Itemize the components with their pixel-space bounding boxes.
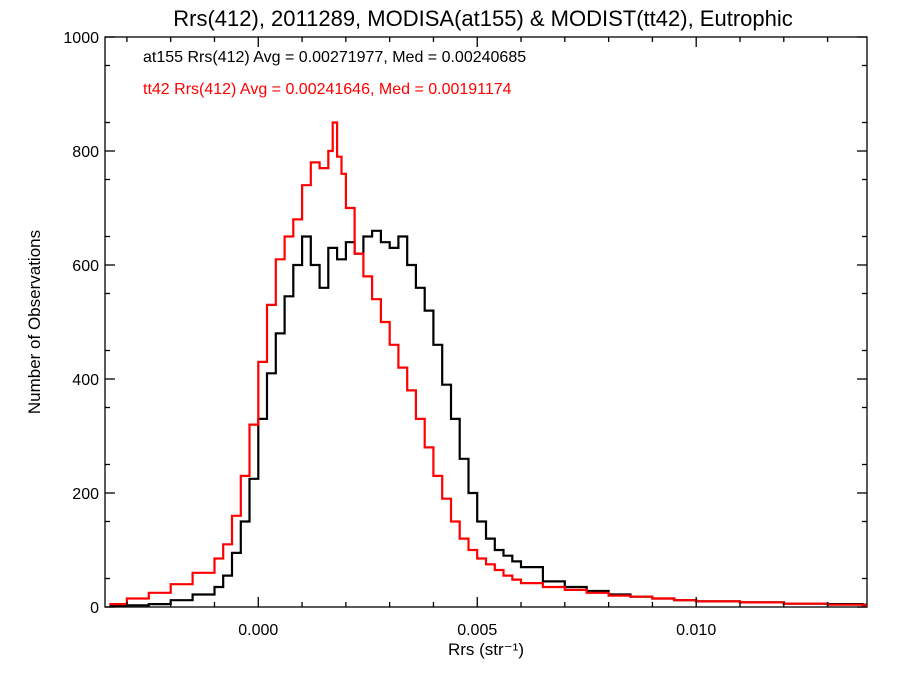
y-tick-label: 1000 xyxy=(63,30,99,47)
chart-title: Rrs(412), 2011289, MODISA(at155) & MODIS… xyxy=(173,6,793,31)
y-tick-label: 400 xyxy=(72,372,99,389)
x-tick-label: 0.005 xyxy=(457,622,497,639)
annotation-tt42: tt42 Rrs(412) Avg = 0.00241646, Med = 0.… xyxy=(143,81,512,98)
y-tick-label: 800 xyxy=(72,144,99,161)
x-axis-label: Rrs (str⁻¹) xyxy=(448,640,524,659)
plot-frame xyxy=(104,36,868,608)
x-tick-label: 0.000 xyxy=(238,622,278,639)
y-tick-label: 0 xyxy=(90,600,99,617)
y-tick-label: 600 xyxy=(72,258,99,275)
series-line-1 xyxy=(109,121,867,607)
y-tick-label: 200 xyxy=(72,486,99,503)
series-layer xyxy=(109,121,867,607)
y-axis-label: Number of Observations xyxy=(25,230,44,414)
axis-ticks: 0.000 0.005 0.010 0 200 400 600 800 1000 xyxy=(63,30,867,639)
annotation-at155: at155 Rrs(412) Avg = 0.00271977, Med = 0… xyxy=(143,49,526,66)
x-tick-label: 0.010 xyxy=(676,622,716,639)
